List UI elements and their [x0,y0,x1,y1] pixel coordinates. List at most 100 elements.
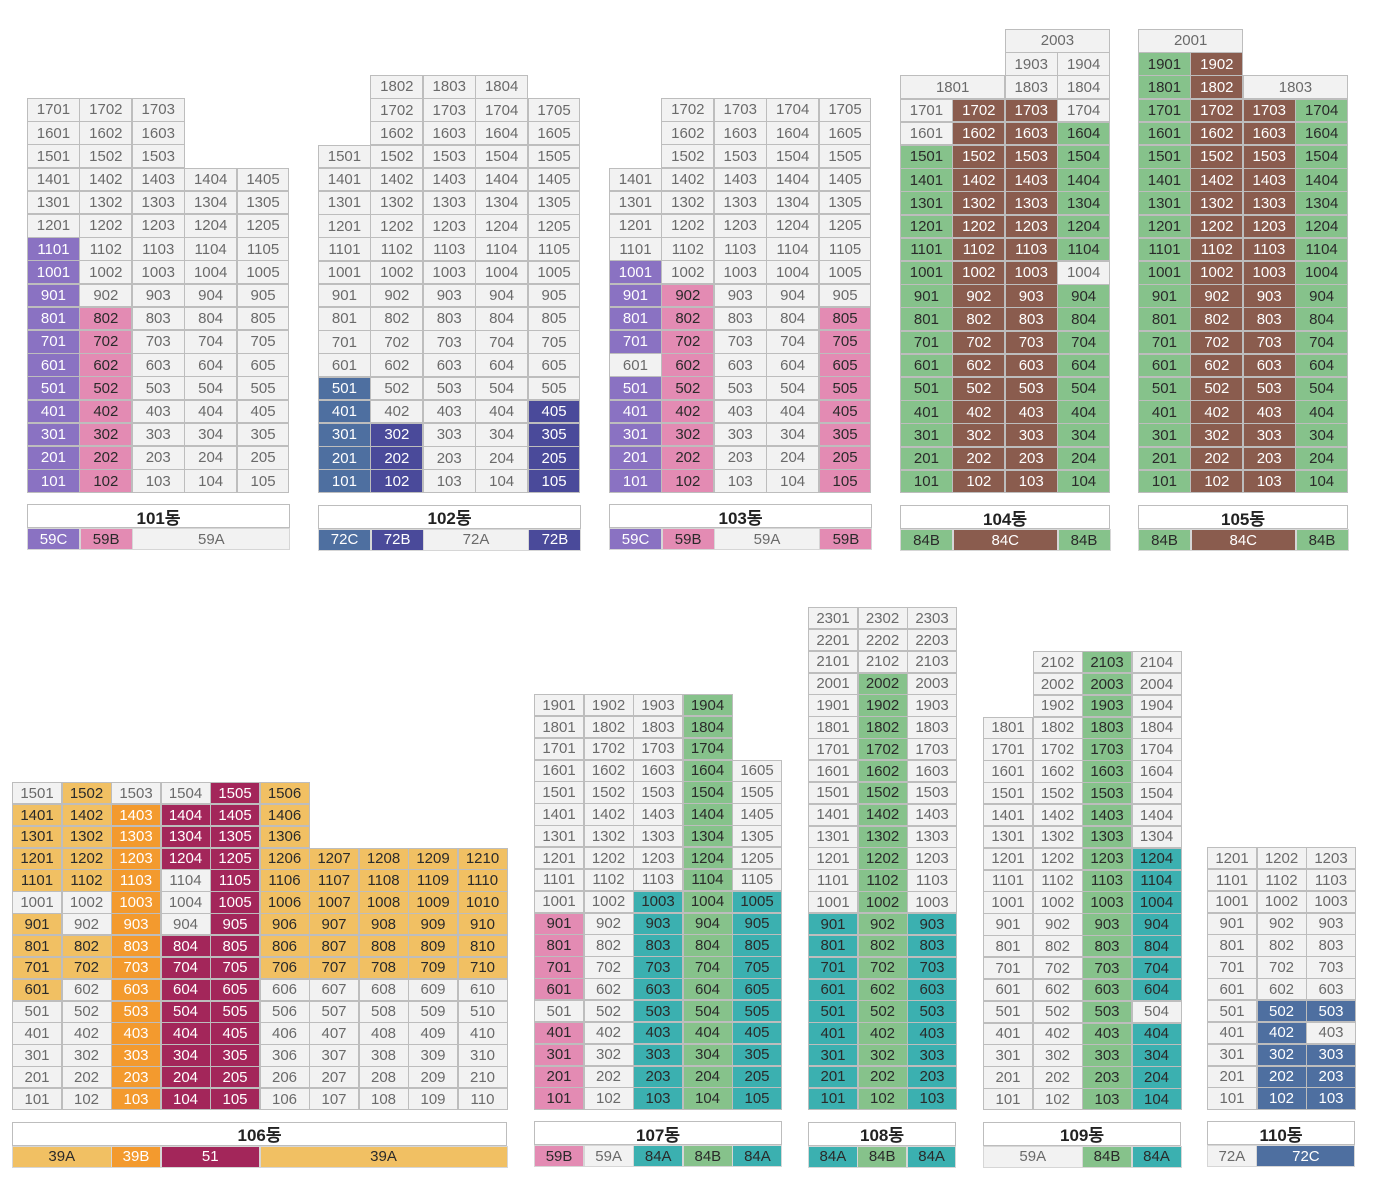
unit-cell: 506 [259,1000,310,1023]
unit-cell: 1703 [131,98,185,122]
unit-cell: 1502 [952,145,1006,169]
unit-cell: 1704 [1295,98,1349,123]
unit-cell: 1201 [318,214,371,238]
unit-cell: 603 [131,353,185,377]
unit-cell: 705 [732,956,782,979]
unit-cell: 101 [318,469,371,494]
unit-cell: 902 [79,283,133,308]
unit-cell: 802 [370,307,424,331]
unit-cell: 1703 [422,98,476,122]
unit-cell: 1703 [1004,98,1058,123]
unit-cell: 1104 [682,868,733,892]
unit-cell: 105 [210,1087,260,1111]
unit-cell: 1104 [766,237,820,261]
unit-cell: 1406 [259,803,310,827]
unit-cell: 1305 [236,190,290,215]
unit-cell: 1201 [900,214,953,239]
unit-cell: 901 [900,284,953,308]
unit-cell: 1602 [583,759,634,782]
unit-cell: 1703 [1082,738,1132,761]
unit-cell: 903 [1242,284,1296,308]
unit-cell: 805 [236,306,290,331]
unit-cell: 701 [808,956,858,979]
unit-cell: 102 [857,1087,908,1111]
unit-cell: 604 [766,353,820,377]
unit-cell: 1501 [1138,145,1191,169]
unit-cell: 401 [27,399,80,424]
unit-cell: 1804 [682,715,733,739]
unit-cell: 1001 [983,891,1033,914]
unit-cell: 1009 [408,891,458,914]
unit-cell: 1001 [1207,890,1257,914]
unit-cell: 2002 [1032,672,1083,696]
unit-cell: 803 [111,935,161,958]
unit-cell: 204 [766,446,820,470]
unit-cell: 802 [952,307,1006,332]
unit-cell: 702 [61,956,112,980]
unit-cell: 907 [309,913,359,936]
unit-cell: 1404 [1131,804,1182,827]
unit-cell: 1601 [808,760,858,783]
unit-cell: 2003 [907,672,957,695]
unit-cell: 1002 [1190,261,1244,285]
unit-cell: 1304 [184,190,238,215]
unit-cell: 103 [633,1087,683,1110]
unit-cell: 1002 [61,891,112,914]
unit-cell: 1301 [318,191,371,215]
unit-cell: 1701 [900,98,953,123]
unit-cell: 501 [609,376,662,401]
unit-type-legend: 84C [1190,529,1296,551]
unit-type-legend: 59B [661,528,715,551]
unit-cell: 604 [475,353,529,378]
unit-cell: 601 [12,978,62,1001]
unit-cell: 1604 [766,121,820,145]
unit-cell: 1203 [633,847,683,870]
unit-cell: 1504 [1057,145,1111,169]
unit-cell: 1001 [27,260,80,285]
unit-cell: 704 [1295,330,1349,355]
unit-cell: 705 [210,956,260,980]
unit-cell: 902 [661,283,715,308]
unit-cell: 1503 [1242,145,1296,169]
unit-cell: 1103 [1242,237,1296,262]
unit-cell: 102 [1190,469,1244,494]
unit-cell: 403 [1242,400,1296,424]
unit-cell: 1505 [818,144,872,169]
unit-cell: 1210 [457,847,508,870]
unit-cell: 1602 [661,121,715,145]
unit-cell: 1701 [983,738,1033,761]
unit-cell: 1701 [534,737,584,761]
unit-cell: 602 [370,353,424,378]
unit-cell: 105 [236,469,290,493]
unit-cell: 801 [318,307,371,331]
unit-cell: 1104 [1057,237,1111,262]
unit-cell: 1603 [1082,760,1132,783]
unit-cell: 204 [184,446,238,470]
unit-cell: 605 [210,978,260,1001]
bldg-105-label: 105동 [1138,505,1348,529]
unit-cell: 1101 [609,237,662,261]
unit-cell: 1003 [131,260,185,285]
unit-type-legend: 39B [111,1145,161,1168]
unit-cell: 103 [1306,1087,1356,1110]
unit-cell: 702 [583,956,634,979]
unit-cell: 405 [236,399,290,424]
unit-cell: 201 [12,1066,62,1089]
unit-cell: 704 [1131,956,1182,980]
unit-cell: 1403 [713,167,767,192]
unit-cell: 2001 [1138,29,1244,53]
unit-cell: 503 [422,376,476,401]
unit-cell: 804 [475,307,529,331]
unit-cell: 404 [766,399,820,424]
unit-cell: 701 [983,956,1033,980]
unit-cell: 1102 [79,237,133,261]
unit-cell: 1904 [1131,694,1182,718]
unit-cell: 805 [732,934,782,957]
unit-type-legend: 59B [79,528,133,551]
unit-cell: 802 [1256,934,1307,957]
unit-cell: 903 [422,283,476,308]
unit-cell: 1902 [1032,694,1083,718]
unit-cell: 604 [682,978,733,1001]
unit-cell: 102 [61,1087,112,1111]
unit-cell: 1702 [583,737,634,761]
